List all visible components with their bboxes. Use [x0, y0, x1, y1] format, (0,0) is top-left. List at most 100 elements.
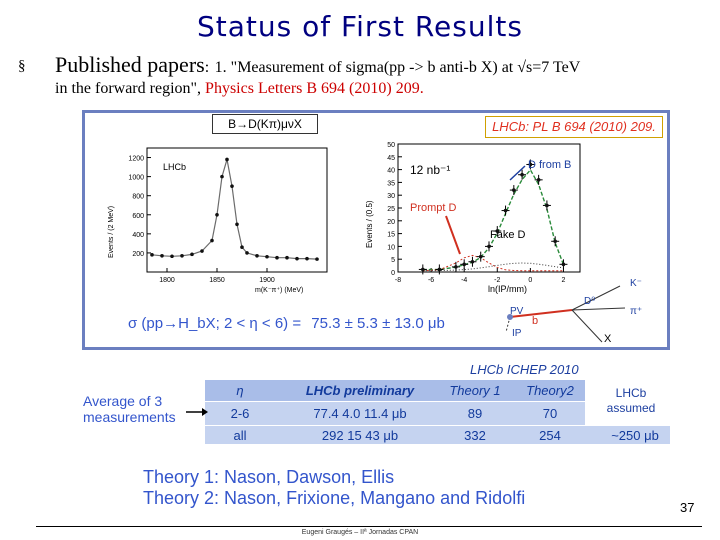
decay-diagram: PV b IP D⁰ K⁻ π⁺ X — [505, 278, 642, 345]
left-mass-plot: 200 400 600 800 1000 1200 1800 1850 1900 LHCb Ev… — [108, 147, 328, 294]
cell-lhcb-assumed: ~250 μb — [611, 428, 659, 443]
right-data-point — [495, 229, 500, 233]
decay-ip-label: IP — [512, 328, 522, 339]
decay-pi-label: π⁺ — [630, 306, 642, 317]
right-data-point — [520, 172, 524, 177]
right-data-point — [454, 265, 458, 269]
left-data-point — [180, 253, 184, 258]
pub-line2: in the forward region", — [55, 80, 206, 97]
theory-2: Theory 2: Nason, Frixione, Mangano and R… — [143, 488, 526, 508]
left-data-point — [255, 253, 259, 258]
right-ytick-label: 40 — [387, 168, 395, 175]
left-data-point — [315, 257, 319, 261]
left-ytick-label: 1200 — [128, 156, 144, 163]
publication-line-2: in the forward region", Physics Letters … — [55, 80, 424, 98]
left-ytick-label: 600 — [132, 213, 144, 220]
right-data-point — [487, 244, 491, 249]
right-data-point — [536, 178, 541, 182]
decay-x-label: X — [604, 333, 612, 345]
cell-eta: all — [233, 428, 247, 443]
right-data-point — [437, 267, 442, 272]
right-data-point — [512, 188, 516, 192]
slide-title: Status of First Results — [197, 10, 523, 43]
left-plot-frame — [146, 147, 328, 273]
theory-1: Theory 1: Nason, Dawson, Ellis — [143, 467, 395, 487]
left-data-point — [220, 174, 224, 179]
right-data-point — [561, 262, 566, 267]
right-xtick-label: 2 — [562, 277, 566, 284]
right-ytick-label: 50 — [387, 142, 395, 149]
x-track — [571, 309, 603, 343]
right-data-point — [470, 259, 475, 264]
pub-journal: Physics Letters B 694 (2010) 209. — [205, 80, 424, 97]
right-xtick-label: -6 — [428, 277, 434, 284]
left-data-point — [225, 157, 229, 162]
sigma-result: σ (pp→H_bX; 2 < η < 6) = 75.3 ± 5.3 ± 13… — [128, 315, 445, 332]
left-data-point — [235, 222, 239, 227]
pub-prefix: Published papers — [55, 52, 205, 77]
left-data-point — [190, 252, 194, 257]
sigma-formula: σ (pp→H_bX; 2 < η < 6) = — [128, 315, 302, 332]
right-ytick-label: 45 — [387, 155, 395, 162]
right-xtick-label: -8 — [395, 277, 401, 284]
left-xtick-label: 1800 — [159, 277, 175, 284]
sigma-value: 75.3 ± 5.3 ± 13.0 μb — [311, 315, 445, 332]
right-data-point — [421, 267, 425, 272]
figure-caption: LHCb: PL B 694 (2010) 209. — [485, 116, 663, 138]
decay-d0-label: D⁰ — [584, 296, 595, 307]
theories-list: Theory 1: Nason, Dawson, Ellis Theory 2:… — [143, 467, 525, 509]
col-theory2: Theory2 — [526, 383, 574, 398]
pi-track — [571, 307, 626, 311]
right-ytick-label: 0 — [391, 270, 395, 277]
col-eta: η — [236, 383, 244, 398]
left-data-point — [295, 256, 299, 261]
left-data-point — [245, 251, 249, 255]
right-xtick-label: -2 — [494, 277, 500, 284]
right-ylabel: Events / (0.5) — [365, 200, 374, 248]
average-label: Average of 3 measurements — [83, 393, 176, 425]
legend-fake-d: Fake D — [490, 229, 526, 241]
right-prompt-curve — [422, 254, 564, 272]
table-header-row: η LHCb preliminary Theory 1 Theory2 — [205, 380, 585, 401]
left-xtick-label: 1900 — [259, 277, 275, 284]
left-xlabel: m(K⁻π⁺) (MeV) — [255, 287, 303, 294]
left-data-point — [160, 253, 164, 258]
footer-text: Eugeni Graugés – IIª Jornadas CPAN — [301, 529, 419, 536]
page-number: 37 — [680, 500, 695, 515]
left-data-point — [170, 254, 174, 259]
left-data-point — [200, 249, 204, 253]
col-theory1: Theory 1 — [449, 383, 501, 398]
left-data-point — [265, 254, 269, 259]
pub-item: 1. "Measurement of sigma(pp -> b anti-b … — [214, 59, 581, 76]
cell-theory2: 70 — [542, 406, 558, 421]
left-ytick-label: 800 — [132, 194, 144, 201]
right-fake-curve — [422, 262, 564, 272]
b-track — [509, 309, 573, 318]
prompt-arrow — [445, 215, 461, 255]
left-data-point — [305, 256, 309, 261]
left-ylabel: Events / (2 MeV) — [108, 206, 115, 258]
right-xtick-label: 0 — [528, 277, 532, 284]
decay-b-label: b — [532, 315, 538, 327]
left-xtick-label: 1850 — [209, 277, 225, 284]
right-data-point — [478, 254, 483, 259]
col-lhcb-prelim: LHCb preliminary — [305, 383, 415, 398]
lhcb-assumed-label: LHCb assumed — [606, 386, 656, 415]
left-data-point — [275, 255, 279, 260]
table-row: all 292 15 43 μb 332 254 ~250 μb — [205, 426, 670, 444]
right-data-point — [462, 262, 466, 267]
right-ytick-label: 20 — [387, 219, 395, 226]
left-ytick-label: 1000 — [128, 175, 144, 182]
left-ytick-label: 400 — [132, 232, 144, 239]
left-lhcb-label: LHCb — [163, 162, 186, 172]
left-data-point — [215, 212, 219, 217]
left-data-point — [150, 253, 154, 257]
decay-k-label: K⁻ — [630, 278, 642, 289]
table-row: 2-6 77.4 4.0 11.4 μb 89 70 — [205, 402, 585, 425]
table-header-label: LHCb ICHEP 2010 — [470, 362, 579, 377]
left-data-point — [210, 238, 214, 243]
cell-theory2: 254 — [539, 428, 561, 443]
right-lumi-label: 12 nb⁻¹ — [410, 163, 450, 177]
right-ytick-label: 35 — [387, 180, 395, 187]
cell-theory1: 332 — [464, 428, 486, 443]
